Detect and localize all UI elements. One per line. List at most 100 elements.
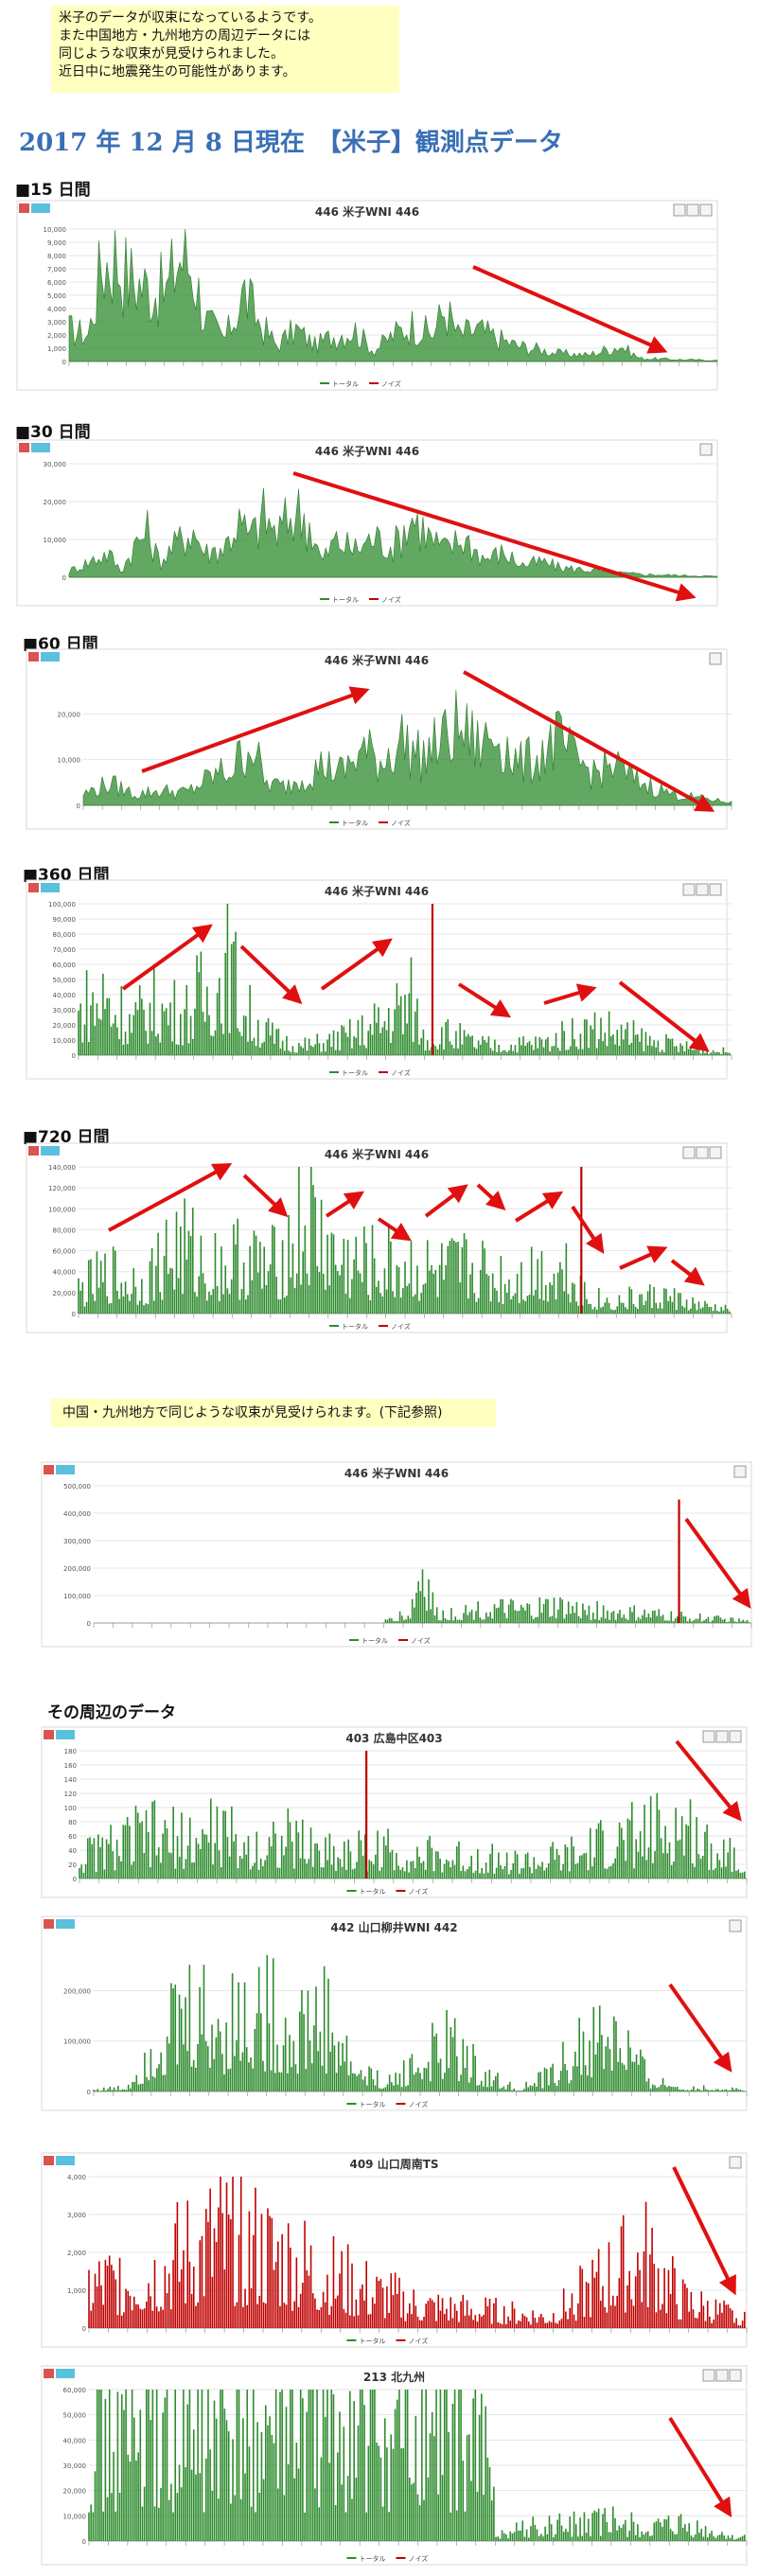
trend-arrow (619, 1245, 668, 1270)
chart-panel: 442 山口柳井WNI 442 200,000 100,000 0 トータル ノイズ (41, 1915, 748, 2111)
y-tick-label: 0 (73, 1876, 77, 1883)
note-line: 同じような収束が見受けられました。 (59, 46, 284, 62)
chart-title: 442 山口柳井WNI 442 (330, 1920, 457, 1934)
y-tick-label: 5,000 (47, 292, 66, 300)
y-tick-label: 0 (62, 359, 66, 366)
y-tick-label: 2,000 (47, 332, 66, 340)
y-tick-label: 200,000 (63, 1987, 91, 1995)
legend-label-noise: ノイズ (409, 1887, 429, 1896)
y-tick-label: 40,000 (63, 2437, 87, 2444)
chart-tool-button (696, 1146, 709, 1159)
chart-tool-button (729, 2369, 742, 2382)
chart-tool-button (699, 203, 713, 217)
y-tick-label: 4,000 (47, 306, 66, 313)
y-tick-label: 20,000 (44, 499, 67, 506)
y-tick-label: 50,000 (53, 977, 77, 984)
chart-close-tab (44, 1465, 54, 1474)
chart-info-tab (56, 1919, 75, 1929)
chart-info-tab (56, 2369, 75, 2378)
y-tick-label: 10,000 (63, 2513, 87, 2520)
trend-arrow (377, 1217, 412, 1242)
trend-arrow (242, 1173, 289, 1218)
chart-close-tab (44, 2369, 54, 2378)
trend-arrow (668, 1983, 732, 2073)
y-tick-label: 3,000 (47, 319, 66, 326)
y-tick-label: 0 (72, 1052, 76, 1060)
trend-arrow (670, 1259, 705, 1286)
chart-title: 446 米子WNI 446 (315, 444, 419, 458)
legend-label-total: トータル (362, 1636, 388, 1645)
legend-label-total: トータル (360, 1887, 386, 1896)
chart-close-tab (19, 203, 29, 213)
note-top: 米子のデータが収束になっているようです。 また中国地方・九州地方の周辺データには… (51, 6, 399, 93)
chart-tool-button (702, 2369, 715, 2382)
trend-arrow (121, 924, 213, 991)
y-tick-label: 60,000 (53, 962, 77, 969)
y-tick-label: 500,000 (63, 1483, 91, 1491)
legend-label-noise: ノイズ (409, 2554, 429, 2563)
chart-close-tab (44, 1919, 54, 1929)
y-tick-label: 100,000 (48, 1206, 76, 1213)
chart-title: 446 米子WNI 446 (315, 204, 419, 219)
y-tick-label: 40,000 (53, 992, 77, 999)
y-tick-label: 60,000 (53, 1248, 77, 1256)
y-tick-label: 20,000 (53, 1290, 77, 1297)
trend-arrow (457, 982, 512, 1018)
chart-tool-button (715, 2369, 729, 2382)
chart-title: 213 北九州 (363, 2370, 425, 2384)
y-tick-label: 30,000 (63, 2462, 87, 2470)
trend-arrow (672, 2166, 736, 2296)
y-tick-label: 60 (68, 1833, 77, 1841)
chart-tool-button (729, 1730, 742, 1743)
y-tick-label: 0 (87, 1620, 91, 1628)
y-tick-label: 160 (64, 1762, 77, 1770)
chart-title: 446 米子WNI 446 (325, 1147, 429, 1161)
chart-close-tab (19, 443, 29, 452)
trend-arrow (472, 265, 668, 354)
page-title: 2017 年 12 月 8 日現在 【米子】観測点データ (19, 129, 563, 157)
trend-arrow (476, 1183, 506, 1211)
chart-panel: 409 山口周南TS 4,000 3,000 2,000 1,000 0 トータル ノイズ (41, 2152, 748, 2348)
chart-info-tab (31, 443, 50, 452)
chart-tool-button (729, 2156, 742, 2169)
series-area (68, 228, 718, 362)
y-tick-label: 140 (64, 1776, 77, 1784)
chart-info-tab (56, 1730, 75, 1739)
y-tick-label: 70,000 (53, 946, 77, 954)
chart-title: 409 山口周南TS (349, 2157, 438, 2171)
y-tick-label: 200,000 (63, 1565, 91, 1573)
y-tick-label: 20,000 (53, 1022, 77, 1030)
y-tick-label: 0 (62, 574, 66, 582)
legend-label-noise: ノイズ (391, 1068, 411, 1077)
y-tick-label: 80,000 (53, 931, 77, 939)
chart-close-tab (28, 1146, 39, 1156)
chart-tool-button (702, 1730, 715, 1743)
y-tick-label: 0 (72, 1311, 76, 1318)
legend-label-total: トータル (342, 1322, 368, 1331)
y-tick-label: 9,000 (47, 239, 66, 247)
chart-tool-button (699, 443, 713, 456)
note-line: 近日中に地震発生の可能性があります。 (59, 64, 296, 79)
chart-close-tab (44, 2156, 54, 2165)
legend-label-total: トータル (360, 2554, 386, 2563)
chart-info-tab (56, 2156, 75, 2165)
chart-tool-button (682, 1146, 696, 1159)
y-tick-label: 40 (68, 1847, 77, 1855)
y-tick-label: 10,000 (58, 757, 81, 765)
chart-title: 446 米子WNI 446 (325, 884, 429, 898)
legend-label-noise: ノイズ (409, 2337, 429, 2345)
chart-panel: 213 北九州 60,000 50,000 40,000 30,000 20,000 10,… (41, 2365, 748, 2566)
chart-info-tab (56, 1465, 75, 1474)
trend-arrow (424, 1184, 468, 1218)
chart-close-tab (28, 883, 39, 892)
section-label-720d: ■720 日間 (23, 1128, 110, 1147)
chart-panel: 446 米子WNI 446 20,000 10,000 0 トータル ノイズ (26, 648, 732, 830)
legend-label-noise: ノイズ (409, 2100, 429, 2108)
trend-arrow (320, 938, 393, 991)
y-tick-label: 30,000 (44, 461, 67, 468)
chart-panel: 446 米子WNI 446 30,000 20,000 10,000 0 トータル ノイズ (16, 439, 718, 607)
y-tick-label: 4,000 (67, 2174, 86, 2181)
section-label-15d: ■15 日間 (15, 181, 91, 200)
trend-arrow (618, 980, 710, 1052)
y-tick-label: 100,000 (63, 2038, 91, 2046)
